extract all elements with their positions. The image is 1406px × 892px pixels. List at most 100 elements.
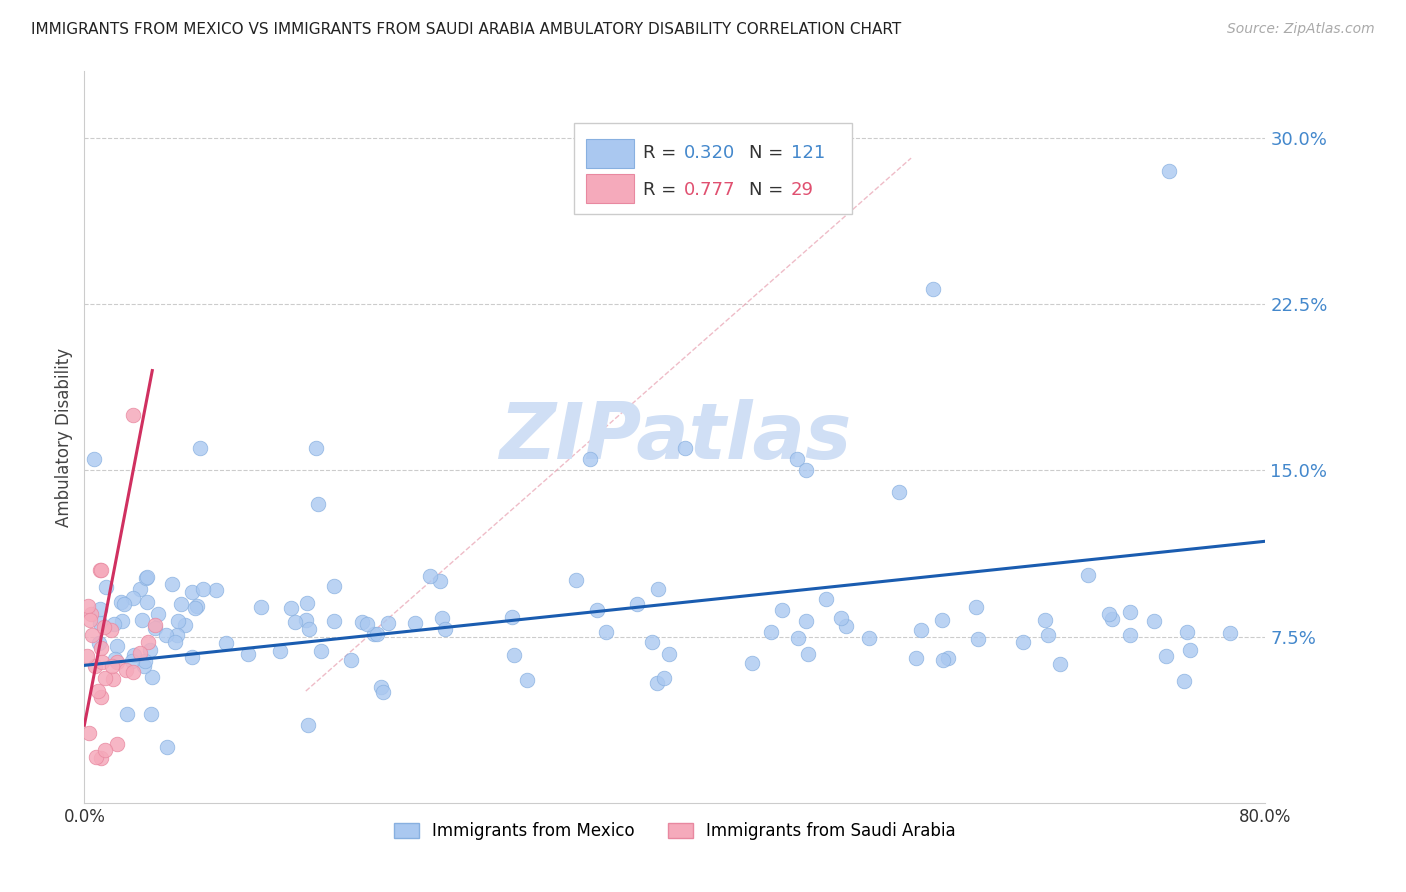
Point xyxy=(250,599,273,614)
Point xyxy=(112,597,135,611)
Point xyxy=(155,628,177,642)
Point xyxy=(141,670,163,684)
Point xyxy=(89,563,111,577)
Point xyxy=(122,648,145,662)
Point xyxy=(134,654,156,668)
Point xyxy=(156,740,179,755)
Point xyxy=(350,615,373,629)
Point xyxy=(143,618,166,632)
Point xyxy=(93,743,115,757)
Text: N =: N = xyxy=(749,145,789,162)
Point xyxy=(305,441,328,455)
Point xyxy=(184,601,207,615)
Point xyxy=(565,573,588,587)
Point xyxy=(626,597,648,611)
Point xyxy=(340,653,363,667)
Point xyxy=(297,718,319,732)
Y-axis label: Ambulatory Disability: Ambulatory Disability xyxy=(55,348,73,526)
Point xyxy=(89,602,111,616)
Point xyxy=(356,617,378,632)
Point xyxy=(122,591,145,606)
Point xyxy=(433,622,456,636)
Point xyxy=(787,631,810,645)
Point xyxy=(181,585,204,599)
Point xyxy=(647,582,669,597)
Point xyxy=(136,635,159,649)
Text: IMMIGRANTS FROM MEXICO VS IMMIGRANTS FROM SAUDI ARABIA AMBULATORY DISABILITY COR: IMMIGRANTS FROM MEXICO VS IMMIGRANTS FRO… xyxy=(31,22,901,37)
Point xyxy=(887,485,910,500)
Point xyxy=(104,652,127,666)
Point xyxy=(1175,625,1198,640)
Point xyxy=(641,635,664,649)
Point xyxy=(366,627,388,641)
Point xyxy=(131,613,153,627)
Point xyxy=(90,751,112,765)
Point xyxy=(181,650,204,665)
Point xyxy=(673,441,696,455)
Point xyxy=(87,684,110,698)
Point xyxy=(1033,613,1056,627)
Point xyxy=(298,623,321,637)
Point xyxy=(84,658,107,673)
Point xyxy=(741,656,763,670)
Point xyxy=(93,620,115,634)
Point xyxy=(858,631,880,645)
Point xyxy=(284,615,307,629)
Point xyxy=(835,619,858,633)
Point xyxy=(322,579,344,593)
Point xyxy=(307,497,329,511)
Point xyxy=(1154,649,1177,664)
Point xyxy=(90,640,112,655)
Point xyxy=(1077,568,1099,582)
Point xyxy=(280,601,302,615)
Text: 121: 121 xyxy=(790,145,825,162)
Point xyxy=(932,653,955,667)
Point xyxy=(404,616,426,631)
Point xyxy=(794,463,817,477)
Point xyxy=(87,636,110,650)
Legend: Immigrants from Mexico, Immigrants from Saudi Arabia: Immigrants from Mexico, Immigrants from … xyxy=(387,816,963,847)
Point xyxy=(105,639,128,653)
Point xyxy=(111,614,134,628)
Point xyxy=(101,658,124,673)
Point xyxy=(815,591,838,606)
Point xyxy=(115,707,138,722)
Point xyxy=(160,577,183,591)
Text: 29: 29 xyxy=(790,181,814,199)
Point xyxy=(967,632,990,647)
Point xyxy=(1219,625,1241,640)
Point xyxy=(931,613,953,627)
Point xyxy=(377,616,399,631)
Point xyxy=(429,574,451,589)
Text: N =: N = xyxy=(749,181,789,199)
Point xyxy=(269,644,291,658)
Point xyxy=(1178,642,1201,657)
Point xyxy=(965,600,987,615)
Point xyxy=(658,647,681,661)
Point xyxy=(83,452,105,467)
Point xyxy=(652,671,675,685)
Point xyxy=(794,614,817,628)
Point xyxy=(188,441,211,455)
Text: R =: R = xyxy=(643,181,682,199)
Text: 0.320: 0.320 xyxy=(685,145,735,162)
Point xyxy=(89,615,111,630)
Point xyxy=(938,651,960,665)
Point xyxy=(101,672,124,686)
Point xyxy=(595,625,617,640)
Point xyxy=(922,282,945,296)
Point xyxy=(797,647,820,661)
Point xyxy=(163,635,186,649)
Point xyxy=(103,616,125,631)
Point xyxy=(105,737,128,751)
Point xyxy=(503,648,526,662)
Point xyxy=(114,663,136,677)
Point xyxy=(1098,607,1121,622)
Point xyxy=(90,563,112,577)
Point xyxy=(90,690,112,705)
Point xyxy=(419,569,441,583)
Point xyxy=(1101,612,1123,626)
Point xyxy=(1143,614,1166,628)
Point xyxy=(295,596,318,610)
Point xyxy=(138,643,160,657)
